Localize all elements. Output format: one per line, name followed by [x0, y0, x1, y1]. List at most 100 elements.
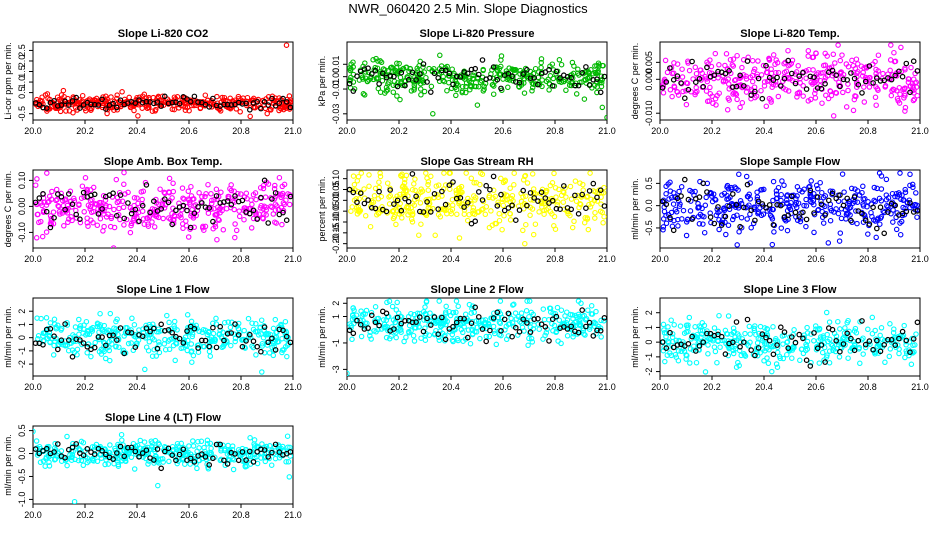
data-point-black: [586, 82, 593, 88]
data-point-magenta: [800, 83, 806, 89]
y-tick-label: -0.03: [331, 104, 341, 125]
data-point-black: [165, 445, 172, 452]
data-point-black: [818, 85, 825, 92]
figure-title: NWR_060420 2.5 Min. Slope Diagnostics: [348, 1, 588, 16]
data-point-green: [361, 92, 368, 98]
y-axis-label: ml/min per min.: [3, 306, 13, 368]
data-point-cyan: [528, 335, 535, 342]
data-point-cyan: [119, 437, 125, 443]
data-point-cyan: [705, 342, 711, 348]
data-point-blue: [781, 182, 787, 189]
data-point-cyan: [282, 332, 289, 339]
plot-frame: [659, 297, 921, 377]
data-point-black: [439, 67, 445, 74]
data-point-cyan: [704, 328, 710, 334]
data-point-cyan: [92, 339, 98, 346]
data-point-magenta: [796, 90, 802, 96]
data-point-cyan: [901, 322, 907, 329]
data-point-black: [272, 190, 279, 196]
data-point-yellow: [402, 193, 408, 199]
data-point-black: [354, 317, 360, 324]
data-point-black: [689, 58, 695, 65]
data-point-black: [881, 341, 888, 348]
data-point-cyan: [486, 333, 493, 340]
data-point-magenta: [134, 195, 140, 201]
y-tick-label: 0.5: [17, 86, 27, 99]
data-point-cyan: [242, 345, 248, 351]
data-point-magenta: [128, 222, 134, 229]
data-point-cyan: [908, 361, 915, 368]
data-point-magenta: [768, 66, 774, 72]
plot-frame: [32, 41, 294, 121]
data-point-magenta: [66, 216, 72, 222]
data-point-blue: [748, 224, 754, 231]
data-point-blue: [871, 197, 877, 204]
data-point-black: [833, 337, 840, 344]
data-point-black: [269, 95, 275, 102]
data-point-magenta: [181, 196, 187, 202]
data-point-black: [527, 75, 534, 82]
data-point-cyan: [825, 338, 831, 345]
data-point-black: [792, 209, 799, 216]
data-point-black: [509, 333, 515, 340]
data-point-blue: [767, 212, 774, 219]
data-point-blue: [860, 201, 866, 207]
data-point-black: [737, 223, 743, 230]
data-point-black: [162, 448, 168, 455]
data-point-blue: [865, 231, 871, 237]
data-point-black: [866, 221, 873, 227]
data-point-magenta: [751, 66, 758, 72]
data-point-cyan: [588, 303, 595, 309]
data-point-black: [914, 68, 920, 74]
data-point-magenta: [830, 113, 837, 119]
data-point-green: [595, 60, 602, 66]
data-point-outlier: [283, 42, 290, 48]
data-point-blue: [913, 190, 919, 196]
data-point-black: [877, 204, 884, 211]
data-point-cyan: [272, 316, 279, 323]
data-point-cyan: [367, 333, 373, 339]
data-point-black: [450, 179, 456, 185]
y-tick-label: 2.0: [17, 55, 27, 68]
data-point-blue: [883, 176, 890, 183]
data-point-black: [711, 72, 718, 79]
data-point-black: [224, 101, 231, 108]
data-point-magenta: [253, 211, 259, 217]
data-point-black: [568, 323, 575, 330]
data-point-magenta: [743, 89, 750, 95]
data-point-cyan: [77, 447, 83, 453]
data-point-black: [265, 220, 272, 226]
data-point-magenta: [36, 219, 42, 226]
data-point-cyan: [707, 336, 714, 343]
data-point-black: [202, 337, 209, 344]
data-point-black: [258, 194, 264, 201]
data-point-green: [399, 82, 406, 88]
data-point-black: [700, 180, 707, 187]
data-point-magenta: [781, 60, 787, 67]
data-point-blue: [808, 193, 814, 200]
data-point-black: [516, 207, 523, 213]
data-point-black: [729, 191, 736, 197]
data-point-magenta: [55, 202, 61, 209]
data-point-cyan: [675, 348, 682, 354]
data-point-cyan: [826, 319, 833, 325]
data-point-cyan: [540, 306, 547, 312]
data-point-black: [704, 189, 710, 195]
data-point-black: [431, 191, 438, 197]
data-point-magenta: [662, 57, 669, 64]
data-point-black: [899, 73, 906, 80]
data-point-green: [538, 64, 544, 71]
data-point-magenta: [103, 202, 109, 209]
data-point-magenta: [789, 77, 796, 84]
data-point-black: [777, 202, 784, 209]
data-point-blue: [769, 241, 776, 248]
data-point-black: [818, 201, 825, 208]
data-point-cyan: [741, 351, 747, 357]
data-point-cyan: [194, 465, 200, 472]
data-point-blue: [836, 238, 843, 244]
data-point-black: [169, 221, 176, 228]
data-point-cyan: [184, 347, 191, 354]
